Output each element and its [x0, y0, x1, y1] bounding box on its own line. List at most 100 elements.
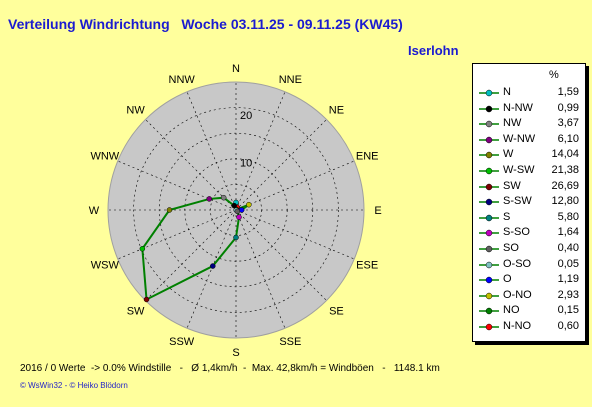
legend-value: 1,64 — [557, 226, 579, 239]
legend-entry: SO 0,40 — [473, 242, 585, 257]
legend-value: 2,93 — [557, 288, 579, 301]
legend-marker-icon — [479, 261, 499, 268]
legend-marker-icon — [479, 183, 499, 190]
legend-label: W-NW — [503, 132, 536, 145]
legend-marker-icon — [479, 323, 499, 331]
legend-label: N-NO — [503, 320, 532, 332]
direction-label-sw: SW — [127, 305, 145, 317]
legend-value: 21,38 — [551, 164, 579, 176]
legend-entry: N-NW 0,99 — [473, 102, 585, 117]
legend-marker-icon — [479, 276, 499, 284]
data-point-ene — [246, 201, 252, 208]
legend-value: 0,40 — [557, 242, 579, 254]
legend-entry: S-SW 12,80 — [473, 195, 585, 210]
data-point-wsw — [139, 246, 146, 252]
legend-label: N-NW — [503, 101, 533, 114]
direction-label-ene: ENE — [356, 151, 379, 163]
credit-text: © WsWin32 - © Heiko Blödorn — [20, 381, 128, 390]
footer-stats: 2016 / 0 Werte -> 0.0% Windstille - Ø 1,… — [20, 363, 440, 374]
legend-value: 14,04 — [551, 148, 579, 161]
legend-entry: S-SO 1,64 — [473, 226, 585, 241]
direction-label-ese: ESE — [356, 259, 378, 271]
data-point-nnw — [231, 202, 237, 209]
radial-tick-label: 20 — [240, 110, 252, 122]
legend-value: 0,60 — [557, 320, 579, 332]
legend-label: NO — [503, 304, 520, 317]
legend-label: S-SO — [503, 226, 530, 239]
legend-value: 1,59 — [557, 86, 579, 98]
rose-spoke — [235, 91, 286, 211]
legend-marker-icon — [479, 105, 499, 112]
radial-tick-label: 10 — [240, 158, 252, 170]
data-point-wnw — [206, 196, 213, 202]
rose-spoke — [235, 119, 327, 211]
legend-value: 6,10 — [557, 132, 579, 145]
legend-label: NW — [503, 117, 522, 130]
legend-entry: NO 0,15 — [473, 304, 585, 319]
direction-label-se: SE — [329, 305, 344, 317]
legend-marker-icon — [479, 230, 499, 237]
legend-value: 0,05 — [557, 257, 579, 270]
legend-value: 1,19 — [557, 273, 579, 286]
legend-marker-icon — [479, 245, 499, 253]
legend-entry: W-NW 6,10 — [473, 133, 585, 148]
legend-label: O-SO — [503, 257, 532, 270]
legend-label: O — [503, 273, 512, 286]
direction-label-n: N — [232, 63, 240, 75]
rose-spoke — [235, 209, 327, 301]
legend-entry: O-SO 0,05 — [473, 258, 585, 273]
rose-spoke — [145, 209, 237, 301]
location-label: Iserlohn — [408, 43, 459, 58]
direction-label-wnw: WNW — [90, 151, 119, 163]
legend-value: 0,99 — [557, 101, 579, 114]
rose-ring — [133, 107, 339, 313]
data-point-w — [166, 207, 173, 213]
legend-label: W — [503, 148, 514, 161]
legend-marker-icon — [479, 292, 499, 300]
legend-entry: W-SW 21,38 — [473, 164, 585, 179]
rose-spoke — [235, 160, 355, 211]
legend-entry: O-NO 2,93 — [473, 289, 585, 304]
rose-spoke — [186, 209, 237, 329]
direction-label-e: E — [374, 205, 381, 217]
data-point-nw — [220, 194, 227, 201]
direction-label-wsw: WSW — [91, 259, 120, 271]
legend-value: 3,67 — [557, 117, 579, 130]
data-point-s — [233, 234, 239, 241]
direction-label-ssw: SSW — [169, 336, 195, 348]
legend-marker-icon — [479, 152, 499, 159]
legend-value: 26,69 — [551, 179, 579, 192]
direction-label-sse: SSE — [279, 336, 301, 348]
data-point-sw — [143, 296, 150, 303]
legend-entry: O 1,19 — [473, 273, 585, 288]
direction-label-nne: NNE — [279, 74, 302, 86]
direction-label-s: S — [232, 347, 239, 359]
legend-entry: SW 26,69 — [473, 180, 585, 195]
data-point-se — [234, 208, 241, 215]
legend-label: N — [503, 86, 511, 98]
rose-spoke — [117, 160, 237, 211]
direction-label-w: W — [89, 205, 100, 217]
legend-entry: N-NO 0,60 — [473, 320, 585, 335]
legend-label: W-SW — [503, 164, 535, 176]
direction-label-nnw: NNW — [169, 74, 196, 86]
legend-value: 0,15 — [557, 304, 579, 317]
legend-marker-icon — [479, 120, 499, 128]
chart-title: Verteilung Windrichtung Woche 03.11.25 -… — [8, 16, 403, 32]
legend-entry: N 1,59 — [473, 86, 585, 101]
legend-value: 12,80 — [551, 195, 579, 208]
legend-marker-icon — [479, 167, 499, 175]
legend-unit: % — [549, 69, 559, 81]
rose-spoke — [186, 91, 237, 211]
legend-entry: NW 3,67 — [473, 117, 585, 132]
legend-entry: S 5,80 — [473, 211, 585, 226]
legend-value: 5,80 — [557, 210, 579, 223]
legend-marker-icon — [479, 136, 499, 144]
legend-marker-icon — [479, 198, 499, 206]
legend-label: S-SW — [503, 195, 532, 208]
legend-marker-icon — [479, 308, 499, 315]
rose-spoke — [117, 209, 237, 260]
rose-spoke — [145, 119, 237, 211]
legend-marker-icon — [479, 89, 499, 97]
legend-entry: W 14,04 — [473, 148, 585, 163]
